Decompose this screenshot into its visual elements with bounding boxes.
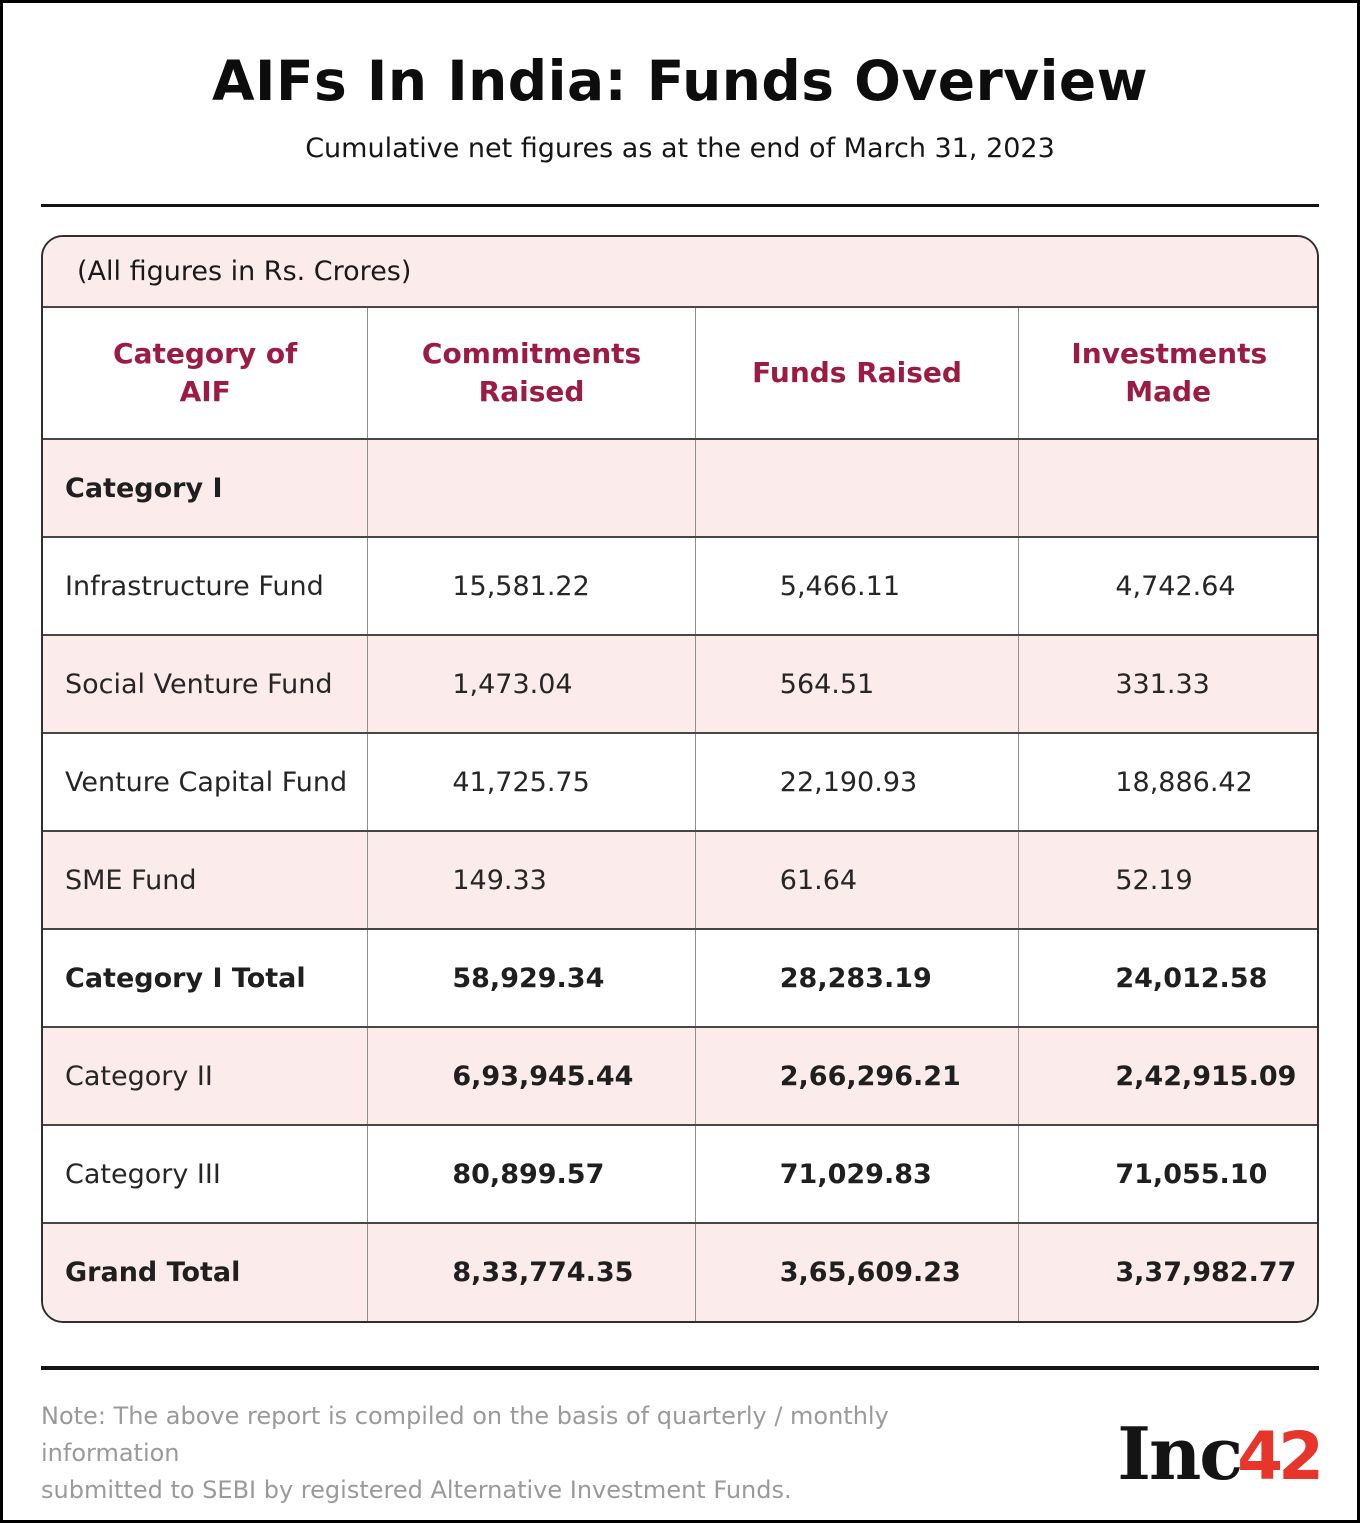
inc42-logo-inc: Inc	[1117, 1410, 1243, 1496]
row-label: Category II	[43, 1027, 368, 1125]
funds-table: Category of AIF Commitments Raised Funds…	[43, 308, 1317, 1321]
value-funds-raised: 71,029.83	[694, 1125, 1019, 1223]
value-investments: 71,055.10	[1018, 1125, 1317, 1223]
value-commitments: 58,929.34	[367, 929, 696, 1027]
value-investments: 3,37,982.77	[1018, 1223, 1317, 1321]
value-funds-raised: 22,190.93	[694, 733, 1019, 831]
value-funds-raised: 564.51	[694, 635, 1019, 733]
value-funds-raised: 28,283.19	[694, 929, 1019, 1027]
units-note: (All figures in Rs. Crores)	[43, 237, 1317, 308]
table-row-category-1-total: Category I Total 58,929.34 28,283.19 24,…	[43, 929, 1317, 1027]
value-commitments: 15,581.22	[367, 537, 696, 635]
table-row-social-venture-fund: Social Venture Fund 1,473.04 564.51 331.…	[43, 635, 1317, 733]
col-header-category: Category of AIF	[43, 308, 368, 439]
top-divider	[41, 204, 1319, 207]
value-funds-raised: 5,466.11	[694, 537, 1019, 635]
value-investments: 2,42,915.09	[1018, 1027, 1317, 1125]
table-row-infrastructure-fund: Infrastructure Fund 15,581.22 5,466.11 4…	[43, 537, 1317, 635]
col-header-investments: Investments Made	[1018, 308, 1317, 439]
row-label: Category III	[43, 1125, 368, 1223]
value-commitments: 41,725.75	[367, 733, 696, 831]
source-note-line2: submitted to SEBI by registered Alternat…	[41, 1476, 792, 1505]
value-funds-raised	[694, 439, 1019, 537]
row-label: Infrastructure Fund	[43, 537, 368, 635]
table-row-sme-fund: SME Fund 149.33 61.64 52.19	[43, 831, 1317, 929]
row-label: SME Fund	[43, 831, 368, 929]
col-header-funds-raised: Funds Raised	[694, 308, 1019, 439]
value-investments: 4,742.64	[1018, 537, 1317, 635]
table-row-venture-capital-fund: Venture Capital Fund 41,725.75 22,190.93…	[43, 733, 1317, 831]
row-label: Category I Total	[43, 929, 368, 1027]
table-row-grand-total: Grand Total 8,33,774.35 3,65,609.23 3,37…	[43, 1223, 1317, 1321]
source-note: Note: The above report is compiled on th…	[41, 1398, 1021, 1510]
row-label: Grand Total	[43, 1223, 368, 1321]
footer: Note: The above report is compiled on th…	[41, 1398, 1324, 1510]
table-header: Category of AIF Commitments Raised Funds…	[43, 308, 1317, 439]
header-row: Category of AIF Commitments Raised Funds…	[43, 308, 1317, 439]
value-commitments	[367, 439, 696, 537]
col-header-commitments: Commitments Raised	[367, 308, 696, 439]
inc42-logo-42: 42	[1237, 1417, 1324, 1495]
bottom-divider	[41, 1366, 1319, 1370]
row-label: Category I	[43, 439, 368, 537]
value-funds-raised: 61.64	[694, 831, 1019, 929]
value-funds-raised: 3,65,609.23	[694, 1223, 1019, 1321]
value-commitments: 80,899.57	[367, 1125, 696, 1223]
table-row-category-3: Category III 80,899.57 71,029.83 71,055.…	[43, 1125, 1317, 1223]
row-label: Venture Capital Fund	[43, 733, 368, 831]
page-subtitle: Cumulative net figures as at the end of …	[305, 133, 1055, 164]
value-investments	[1018, 439, 1317, 537]
page-title: AIFs In India: Funds Overview	[211, 49, 1149, 113]
value-commitments: 6,93,945.44	[367, 1027, 696, 1125]
row-label: Social Venture Fund	[43, 635, 368, 733]
table-row-category-2: Category II 6,93,945.44 2,66,296.21 2,42…	[43, 1027, 1317, 1125]
value-investments: 24,012.58	[1018, 929, 1317, 1027]
value-investments: 331.33	[1018, 635, 1317, 733]
value-commitments: 1,473.04	[367, 635, 696, 733]
source-note-line1: Note: The above report is compiled on th…	[41, 1402, 889, 1468]
funds-table-card: (All figures in Rs. Crores) Category of …	[41, 235, 1319, 1323]
value-commitments: 8,33,774.35	[367, 1223, 696, 1321]
value-investments: 52.19	[1018, 831, 1317, 929]
table-row-category-1: Category I	[43, 439, 1317, 537]
value-funds-raised: 2,66,296.21	[694, 1027, 1019, 1125]
value-investments: 18,886.42	[1018, 733, 1317, 831]
inc42-logo: Inc 42	[1117, 1410, 1324, 1496]
value-commitments: 149.33	[367, 831, 696, 929]
